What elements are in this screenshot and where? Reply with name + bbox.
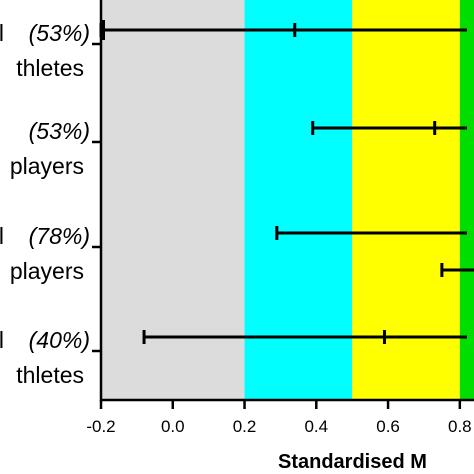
x-tick-labels: -0.2 0.0 0.2 0.4 0.6 0.8 [86, 400, 472, 436]
ci-lower-cap-heavy-0 [100, 20, 105, 40]
x-tick-label-3: 0.4 [304, 417, 328, 436]
row-group-3: thletes [16, 362, 84, 388]
row-percent-0: (53%) [29, 20, 90, 46]
study-rows: (53%)lthletes(53%)players(78%)lplayers(4… [0, 20, 474, 388]
row-percent-1: (53%) [29, 118, 90, 144]
row-group-1: players [10, 153, 84, 179]
band-1 [244, 0, 353, 400]
row-percent-3: (40%) [29, 327, 90, 353]
x-axis-label: Standardised M [278, 451, 427, 473]
effect-size-bands [101, 0, 474, 400]
row-percent-2: (78%) [29, 223, 90, 249]
row-prefix-0: l [0, 20, 4, 46]
x-tick-label-0: -0.2 [86, 417, 115, 436]
band-0 [101, 0, 245, 400]
row-group-0: thletes [16, 55, 84, 81]
band-3 [459, 0, 467, 400]
band-2 [352, 0, 460, 400]
axes [99, 0, 474, 402]
x-tick-label-4: 0.6 [376, 417, 400, 436]
row-prefix-2: l [0, 223, 4, 249]
row-prefix-3: l [0, 327, 4, 353]
row-group-2: players [10, 258, 84, 284]
band-edge [467, 0, 474, 400]
x-tick-label-5: 0.8 [448, 417, 472, 436]
x-tick-label-1: 0.0 [161, 417, 185, 436]
x-tick-label-2: 0.2 [233, 417, 257, 436]
